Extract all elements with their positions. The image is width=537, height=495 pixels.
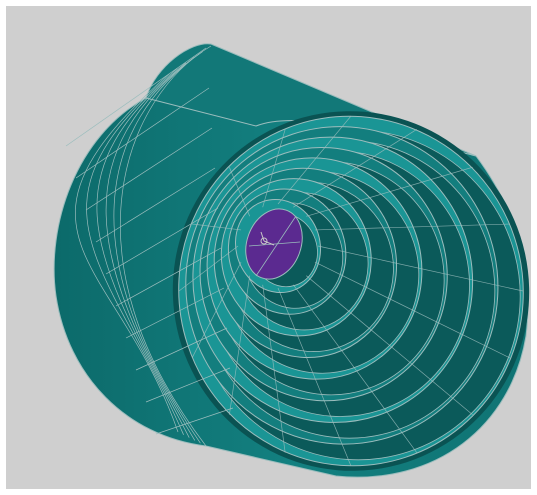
radial-mesh-line (229, 167, 251, 217)
radial-mesh-line (314, 223, 510, 231)
body-arc-line (86, 68, 184, 435)
radial-mesh-line (178, 245, 239, 292)
radial-mesh-line (229, 275, 251, 415)
body-mesh-line (65, 47, 207, 147)
radial-mesh-line (293, 129, 418, 208)
radial-mesh-line (262, 129, 286, 208)
radial-mesh-line (191, 261, 242, 359)
radial-mesh-line (192, 223, 242, 231)
radial-mesh-line (277, 115, 352, 205)
body-mesh-line (155, 407, 234, 435)
radial-mesh-line (293, 284, 418, 453)
body-arc-line (74, 73, 179, 433)
radial-mesh-line (317, 245, 524, 292)
radial-mesh-line (277, 287, 352, 467)
body-mesh-line (85, 127, 213, 211)
radial-mesh-line (314, 261, 511, 359)
body-arc-line (119, 45, 212, 447)
body-arc-line (96, 62, 190, 438)
body-arc-line (105, 56, 196, 441)
radial-mesh-line (306, 166, 473, 217)
model-viewport[interactable] (6, 6, 531, 489)
radial-mesh-line (306, 275, 473, 416)
core-mesh-line (255, 215, 297, 277)
mesh-lines (65, 45, 524, 467)
body-mesh-line (135, 327, 228, 371)
body-mesh-line (125, 287, 225, 339)
body-mesh-line (95, 167, 216, 243)
body-mesh-line (115, 247, 222, 307)
axis-triad-icon (260, 231, 275, 246)
body-mesh-line (145, 367, 231, 403)
radial-mesh-line (262, 284, 286, 453)
body-arc-line (113, 51, 203, 444)
body-mesh-line (105, 207, 219, 275)
core-mesh-line (248, 241, 301, 247)
cylinder-mesh-model[interactable] (6, 6, 531, 489)
body-mesh-line (75, 87, 210, 179)
